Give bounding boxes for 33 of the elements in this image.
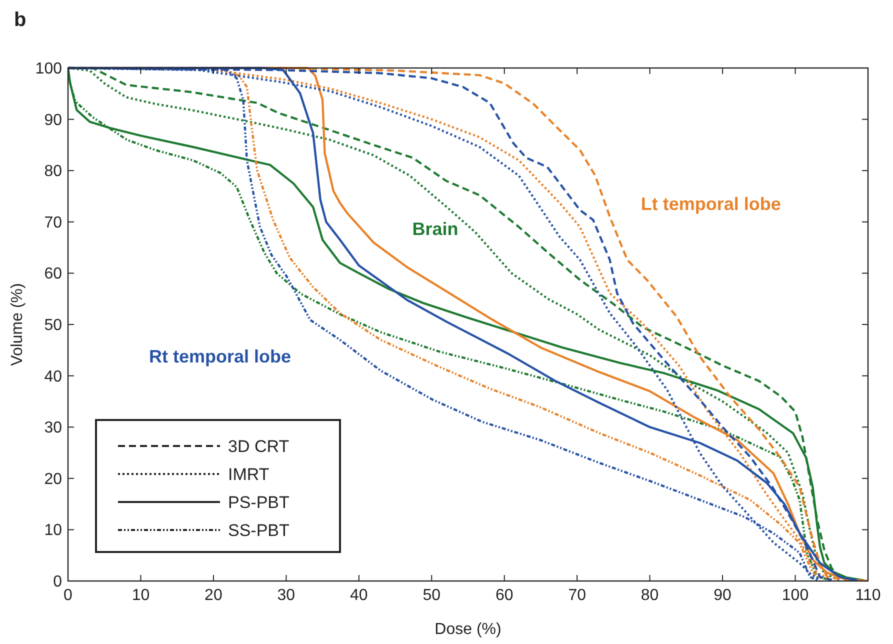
y-tick-label: 10 <box>44 522 62 540</box>
annotation: SS-PBT <box>228 521 290 540</box>
chart-title: b <box>14 9 26 31</box>
y-tick-label: 80 <box>44 163 62 180</box>
y-tick-label: 40 <box>44 368 62 386</box>
x-tick-label: 30 <box>277 587 296 604</box>
x-tick-label: 20 <box>204 587 222 604</box>
y-tick-label: 100 <box>35 60 62 78</box>
y-tick-label: 60 <box>44 266 62 283</box>
x-tick-label: 70 <box>568 587 586 604</box>
x-tick-label: 60 <box>495 587 514 604</box>
annotation: Brain <box>412 219 458 240</box>
x-tick-label: 90 <box>714 587 732 604</box>
x-tick-label: 100 <box>782 587 809 604</box>
annotation: Lt temporal lobe <box>640 194 781 214</box>
y-tick-label: 50 <box>44 317 62 334</box>
y-axis-title: Volume (%) <box>9 283 26 366</box>
y-tick-label: 0 <box>53 574 62 590</box>
y-tick-label: 30 <box>44 420 62 437</box>
x-tick-label: 50 <box>422 587 441 604</box>
annotation: Rt temporal lobe <box>148 346 292 366</box>
y-tick-label: 90 <box>44 112 62 129</box>
annotation: 3D CRT <box>228 437 290 456</box>
annotation: IMRT <box>228 465 270 484</box>
x-tick-label: 0 <box>64 587 73 604</box>
annotation: PS-PBT <box>228 493 290 512</box>
y-tick-label: 20 <box>44 470 62 488</box>
x-tick-label: 40 <box>350 587 368 604</box>
x-tick-label: 110 <box>855 587 881 604</box>
x-tick-label: 10 <box>132 587 150 604</box>
y-tick-label: 70 <box>44 214 62 232</box>
x-axis-title: Dose (%) <box>434 621 502 638</box>
x-tick-label: 80 <box>640 587 659 604</box>
